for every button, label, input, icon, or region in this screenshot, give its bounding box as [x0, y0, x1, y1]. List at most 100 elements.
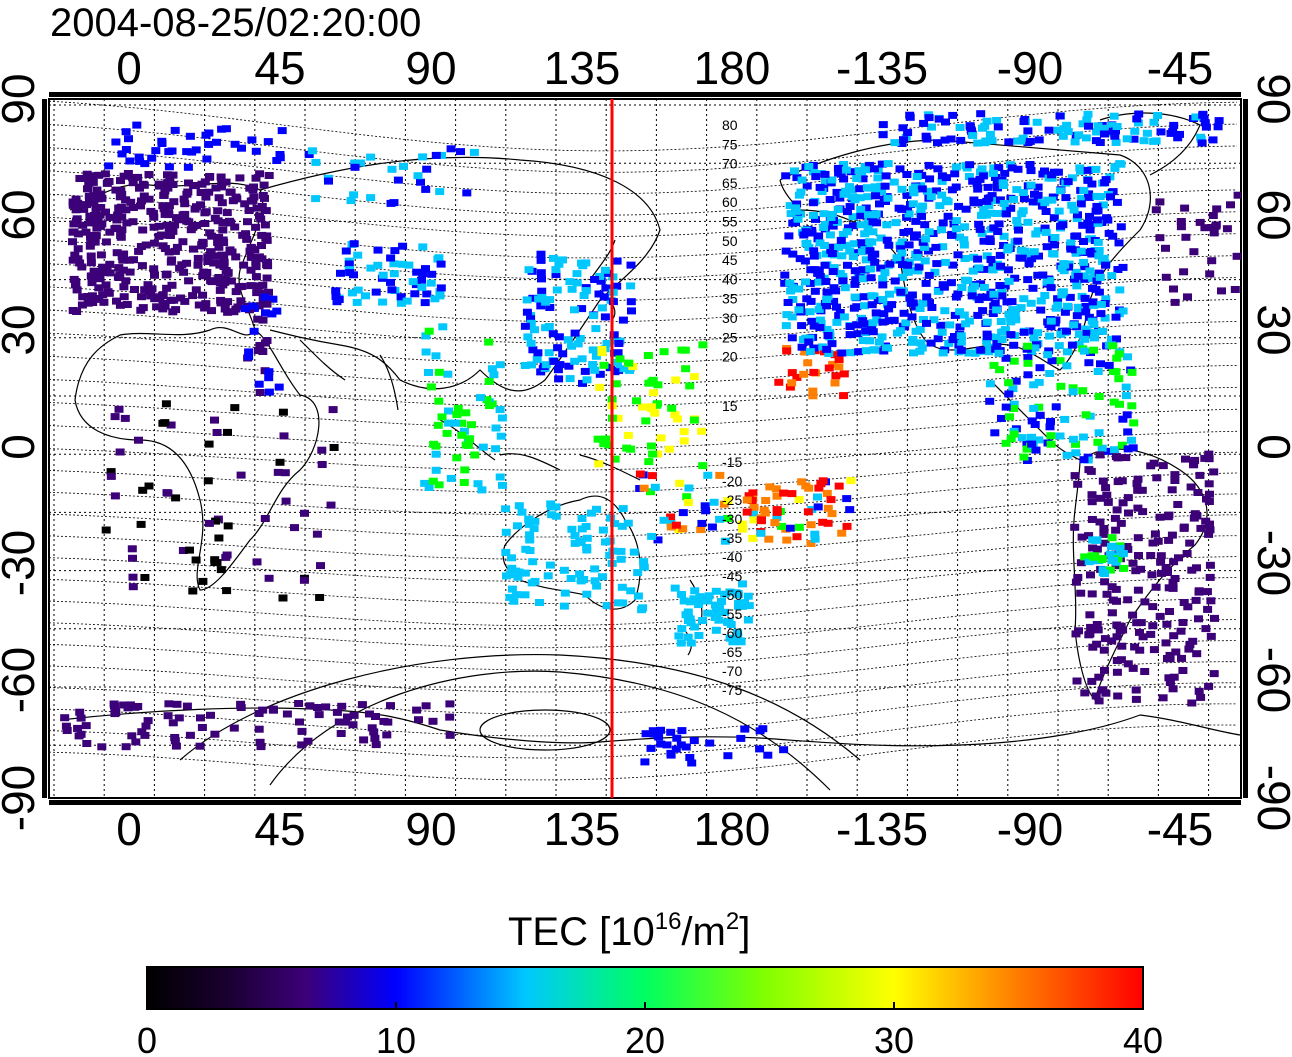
tec-point [579, 576, 589, 583]
tec-point [146, 207, 156, 215]
tec-point [931, 243, 941, 251]
tec-point [995, 366, 1005, 374]
tec-point [141, 241, 151, 249]
tec-point [666, 513, 676, 521]
tec-point [110, 702, 119, 710]
tec-point [1109, 112, 1119, 120]
tec-point [559, 602, 569, 610]
tec-point [599, 293, 609, 301]
contour-label: 15 [722, 398, 738, 414]
tec-point [1083, 110, 1093, 118]
tec-point [1200, 224, 1210, 232]
tec-point [353, 286, 363, 294]
tec-point [158, 202, 168, 210]
tec-point [422, 290, 432, 298]
tec-point [1093, 207, 1103, 215]
tec-point [1033, 271, 1043, 279]
tec-point [867, 301, 877, 309]
tec-point [496, 432, 506, 440]
tec-point [1123, 494, 1133, 502]
tec-point [434, 397, 444, 405]
tec-point [171, 306, 181, 314]
tec-point [1176, 218, 1186, 225]
tec-point [336, 269, 345, 277]
tec-point [890, 139, 900, 147]
tec-point [662, 741, 672, 749]
tec-point [116, 228, 126, 236]
tec-point [856, 221, 866, 229]
tec-point [1078, 387, 1088, 395]
tec-point [523, 333, 533, 341]
tec-point [890, 277, 900, 285]
tec-point [889, 178, 899, 186]
tec-point [1009, 357, 1019, 365]
tec-point [235, 174, 245, 182]
tec-point [822, 302, 832, 310]
tec-point [1187, 566, 1197, 574]
tec-point [461, 409, 471, 417]
tec-point [1060, 415, 1070, 423]
tec-point [679, 428, 689, 436]
tec-point [797, 176, 807, 184]
tec-point [577, 525, 587, 533]
contour-label: -20 [722, 473, 742, 489]
tec-point [904, 227, 913, 235]
tec-point [169, 296, 179, 304]
tec-point [782, 347, 792, 355]
tec-point [980, 122, 990, 130]
tec-point [1060, 308, 1070, 316]
tec-point [1038, 170, 1048, 178]
tec-point [1091, 692, 1101, 700]
tec-point [462, 189, 472, 197]
tec-point [997, 414, 1006, 422]
tec-point [1060, 261, 1070, 269]
tec-point [248, 186, 258, 194]
tec-point [698, 462, 708, 470]
tec-point [1087, 180, 1097, 188]
tec-point [349, 191, 359, 199]
tec-point [1062, 327, 1071, 335]
tec-point [110, 413, 120, 421]
tec-point [587, 509, 596, 517]
tec-point [1150, 530, 1160, 538]
contour-labels: 8075706560555045403530252015-15-20-25-30… [722, 117, 742, 698]
tec-point [135, 184, 144, 192]
tec-point [1055, 432, 1065, 440]
tec-point [417, 283, 427, 291]
tec-point [1047, 196, 1057, 204]
tec-point [814, 305, 824, 313]
tec-point [610, 520, 620, 528]
tec-point [921, 279, 931, 287]
tec-point [75, 708, 85, 716]
tec-point [720, 608, 729, 616]
tec-point [1021, 250, 1031, 258]
contour-label: -30 [722, 511, 742, 527]
tec-point [1063, 302, 1072, 310]
tec-point [140, 731, 150, 739]
tec-point [1031, 446, 1041, 454]
tec-point [555, 361, 565, 369]
tec-point [1094, 246, 1104, 254]
tec-point [685, 382, 695, 390]
tec-point [267, 310, 277, 318]
tec-point [881, 344, 891, 352]
tec-point [1131, 695, 1141, 703]
tec-point [850, 196, 860, 204]
contour-label: 70 [722, 156, 738, 172]
tec-point [787, 369, 797, 377]
tec-point [1192, 650, 1202, 658]
tec-point [237, 282, 247, 290]
tec-point [72, 286, 82, 294]
tec-point [1198, 111, 1208, 119]
tec-point [1111, 313, 1121, 321]
tec-point [777, 522, 786, 530]
tec-point [96, 251, 106, 259]
tec-point [278, 594, 288, 602]
tec-point [1129, 419, 1139, 427]
tec-point [1158, 462, 1168, 470]
tec-point [305, 702, 315, 710]
tec-point [533, 349, 543, 357]
tec-point [264, 288, 273, 296]
tec-point [865, 247, 875, 255]
